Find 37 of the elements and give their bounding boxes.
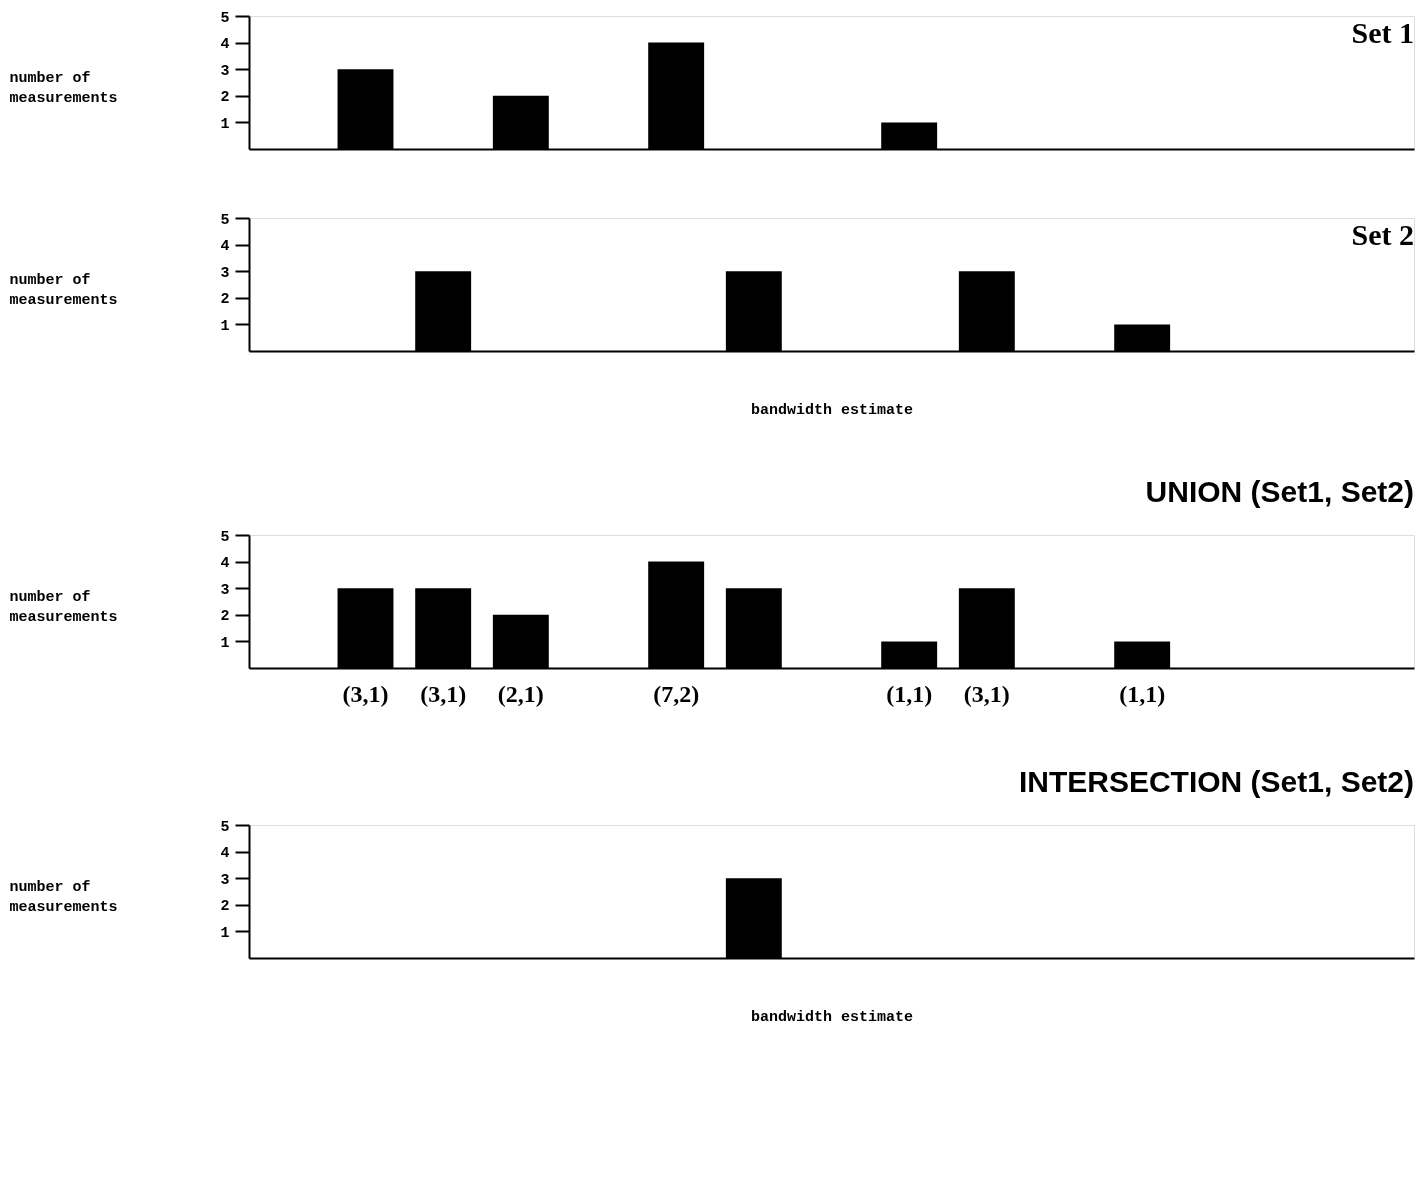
y-tick-label: 2: [220, 89, 230, 107]
y-tick-label: 3: [220, 264, 230, 282]
y-tick-label: 5: [220, 528, 230, 546]
y-tick-label: 4: [220, 238, 230, 256]
y-tick-label: 5: [220, 818, 230, 836]
x-tick-label: (1,1): [1119, 680, 1166, 707]
y-tick-label: 1: [220, 115, 230, 133]
y-axis-title: number of measurements: [9, 271, 118, 309]
x-tick-label: (3,1): [420, 680, 467, 707]
y-axis-title: number of measurements: [9, 69, 118, 107]
y-tick-label: 4: [220, 36, 230, 54]
chart-title: INTERSECTION (Set1, Set2): [1018, 765, 1414, 798]
y-axis-title: number of measurements: [9, 878, 118, 916]
y-tick-label: 1: [220, 634, 230, 652]
y-axis-title: number of measurements: [9, 588, 118, 626]
x-axis-title: bandwidth estimate: [750, 1008, 914, 1026]
x-tick-label: (3,1): [342, 680, 389, 707]
x-tick-label: (3,1): [963, 680, 1010, 707]
chart-title: Set 1: [1351, 16, 1414, 49]
x-axis-title: bandwidth estimate: [750, 401, 914, 419]
y-tick-label: 3: [220, 581, 230, 599]
y-tick-label: 5: [220, 9, 230, 27]
y-tick-label: 1: [220, 924, 230, 942]
x-tick-label: (1,1): [886, 680, 933, 707]
chart-title: UNION (Set1, Set2): [1145, 475, 1414, 508]
chart-title: Set 2: [1351, 218, 1414, 251]
y-tick-label: 3: [220, 871, 230, 889]
y-tick-label: 2: [220, 898, 230, 916]
y-tick-label: 3: [220, 62, 230, 80]
y-tick-label: 1: [220, 317, 230, 335]
y-tick-label: 2: [220, 608, 230, 626]
y-tick-label: 4: [220, 845, 230, 863]
x-tick-label: (7,2): [653, 680, 700, 707]
y-tick-label: 4: [220, 555, 230, 573]
y-tick-label: 5: [220, 211, 230, 229]
x-tick-label: (2,1): [497, 680, 544, 707]
y-tick-label: 2: [220, 291, 230, 309]
